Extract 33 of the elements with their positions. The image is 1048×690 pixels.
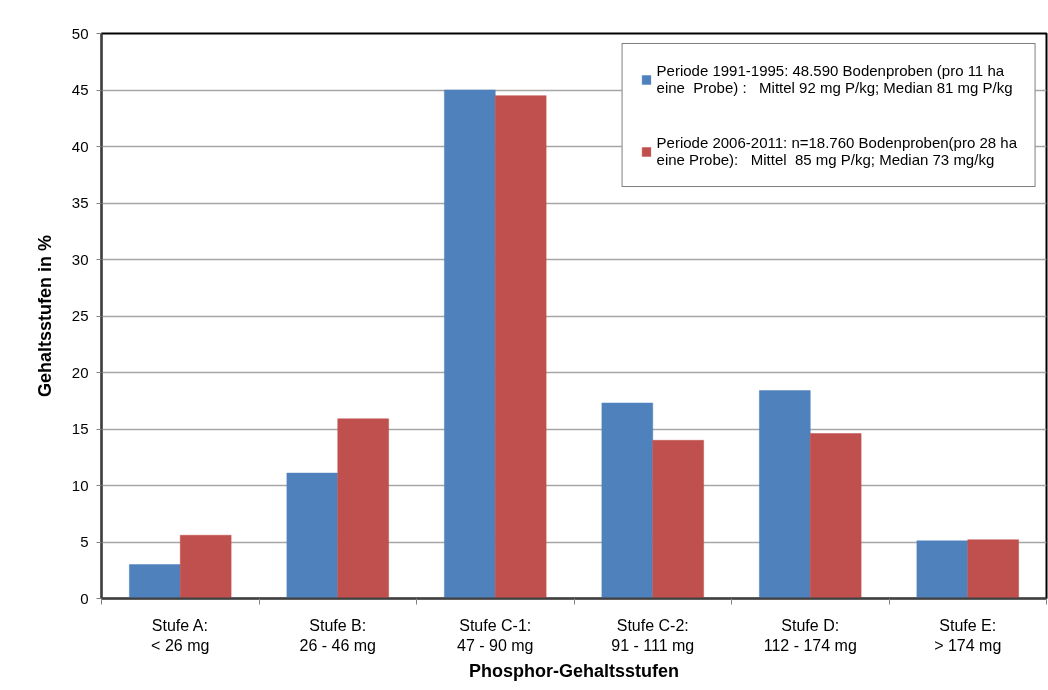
x-tick-label: Stufe D: 112 - 174 mg — [763, 616, 857, 654]
y-tick-label: 40 — [71, 137, 89, 155]
bar — [759, 390, 811, 599]
x-tick-label: Stufe C-2: 91 - 111 mg — [611, 616, 695, 654]
x-tick-label: Stufe E: > 174 mg — [934, 616, 1002, 654]
bar — [129, 564, 181, 599]
y-tick-label: 35 — [71, 194, 89, 211]
bar — [495, 95, 547, 599]
x-axis-title: Phosphor-Gehaltsstufen — [468, 660, 680, 681]
x-tick-label: Stufe A: < 26 mg — [151, 616, 210, 654]
y-tick-label: 0 — [80, 589, 89, 607]
legend-label: Periode 1991-1995: 48.590 Bodenproben (pro 11 ha eine Probe) : Mittel 92 mg P/kg; Median 81 mg P/kg — [656, 62, 1013, 96]
x-tick-label: Stufe C-1: 47 - 90 mg — [457, 616, 534, 654]
y-tick-label: 15 — [71, 420, 89, 437]
y-tick-label: 50 — [71, 24, 89, 42]
y-tick-label: 5 — [80, 533, 89, 550]
y-axis-title: Gehaltsstufen in % — [34, 234, 55, 398]
bar — [601, 402, 653, 599]
y-tick-label: 30 — [71, 250, 89, 268]
bar — [810, 433, 862, 599]
bar — [916, 540, 968, 599]
y-tick-label: 25 — [71, 307, 89, 324]
legend-label: Periode 2006-2011: n=18.760 Bodenproben(pro 28 ha eine Probe): Mittel 85 mg P/kg; Median 73 mg/kg — [656, 134, 1017, 168]
y-tick-label: 20 — [71, 363, 89, 381]
y-tick-label: 45 — [71, 81, 89, 98]
bar — [444, 89, 496, 599]
bar — [337, 418, 389, 599]
x-tick-label: Stufe B: 26 - 46 mg — [299, 616, 376, 654]
bar — [180, 534, 232, 599]
bar — [967, 539, 1019, 599]
y-tick-label: 10 — [71, 476, 89, 494]
bar — [652, 440, 704, 599]
bar — [286, 472, 338, 599]
